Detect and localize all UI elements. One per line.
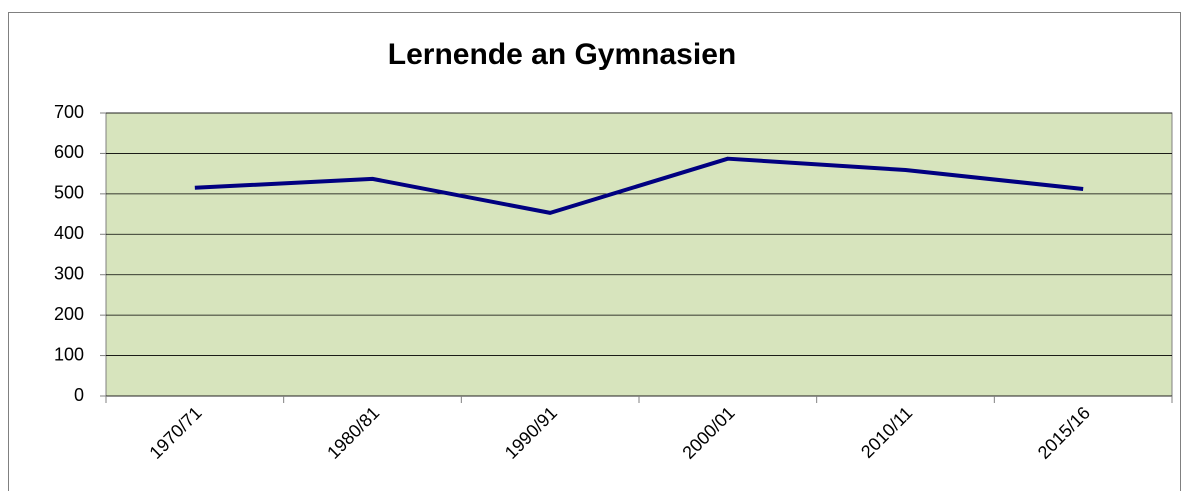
- y-tick-label: 0: [74, 385, 84, 405]
- y-tick-label: 400: [54, 223, 84, 243]
- plot-area: [105, 112, 1173, 397]
- data-line: [194, 156, 1084, 215]
- y-tick-label: 700: [54, 102, 84, 122]
- chart-title: Lernende an Gymnasien: [388, 38, 736, 71]
- y-tick-label: 300: [54, 263, 84, 283]
- y-tick-label: 600: [54, 142, 84, 162]
- y-tick-label: 500: [54, 183, 84, 203]
- y-tick-label: 200: [54, 304, 84, 324]
- y-tick-label: 100: [54, 344, 84, 364]
